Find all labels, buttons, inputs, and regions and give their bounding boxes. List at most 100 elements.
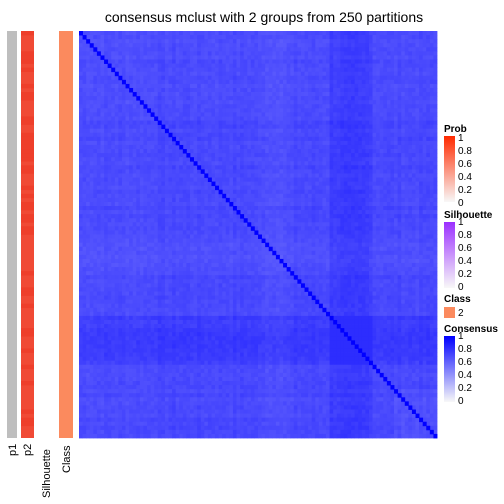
- heatmap-cell: [315, 165, 320, 170]
- heatmap-cell: [322, 132, 327, 138]
- heatmap-cell: [261, 189, 266, 195]
- heatmap-cell: [118, 67, 123, 73]
- heatmap-cell: [197, 132, 202, 138]
- heatmap-cell: [268, 100, 273, 105]
- heatmap-cell: [197, 112, 202, 117]
- heatmap-cell: [300, 153, 305, 158]
- heatmap-cell: [304, 120, 309, 126]
- heatmap-cell: [182, 197, 187, 203]
- heatmap-cell: [179, 189, 184, 195]
- heatmap-cell: [429, 104, 434, 109]
- heatmap-cell: [258, 181, 262, 187]
- heatmap-cell: [411, 189, 416, 195]
- heatmap-cell: [279, 149, 284, 154]
- heatmap-cell: [139, 197, 144, 203]
- heatmap-cell: [107, 185, 112, 191]
- heatmap-cell: [232, 67, 237, 73]
- heatmap-cell: [304, 165, 309, 170]
- heatmap-cell: [93, 161, 98, 166]
- heatmap-cell: [121, 218, 126, 223]
- heatmap-cell: [429, 35, 434, 40]
- heatmap-cell: [254, 153, 259, 158]
- heatmap-cell: [136, 79, 141, 85]
- heatmap-cell: [129, 35, 134, 40]
- heatmap-cell: [125, 197, 130, 203]
- heatmap-cell: [268, 104, 273, 109]
- heatmap-cell: [222, 132, 227, 138]
- heatmap-cell: [426, 124, 431, 130]
- heatmap-cell: [139, 43, 144, 48]
- heatmap-cell: [261, 71, 266, 77]
- heatmap-cell: [304, 92, 309, 97]
- heatmap-cell: [322, 108, 327, 113]
- heatmap-cell: [186, 124, 191, 130]
- heatmap-cell: [243, 120, 248, 126]
- heatmap-cell: [247, 169, 252, 174]
- heatmap-cell: [111, 39, 116, 44]
- heatmap-cell: [150, 100, 155, 105]
- heatmap-cell: [415, 189, 420, 195]
- heatmap-cell: [365, 165, 370, 170]
- heatmap-cell: [222, 185, 227, 191]
- heatmap-cell: [189, 35, 194, 40]
- heatmap-cell: [250, 132, 255, 138]
- heatmap-cell: [100, 87, 105, 93]
- heatmap-cell: [275, 120, 280, 126]
- heatmap-cell: [150, 116, 155, 121]
- heatmap-cell: [114, 165, 119, 170]
- heatmap-cell: [368, 92, 373, 97]
- heatmap-cell: [207, 136, 212, 142]
- heatmap-cell: [193, 92, 198, 97]
- heatmap-cell: [132, 136, 137, 142]
- heatmap-cell: [250, 55, 255, 60]
- heatmap-cell: [354, 55, 359, 60]
- heatmap-cell: [168, 149, 173, 154]
- heatmap-cell: [308, 214, 313, 219]
- heatmap-cell: [268, 201, 273, 207]
- heatmap-cell: [336, 226, 341, 231]
- heatmap-cell: [386, 104, 391, 109]
- heatmap-cell: [136, 210, 141, 215]
- heatmap-cell: [179, 165, 184, 170]
- heatmap-cell: [147, 185, 151, 191]
- heatmap-cell: [197, 116, 202, 121]
- heatmap-cell: [179, 104, 184, 109]
- heatmap-cell: [179, 100, 184, 105]
- heatmap-cell: [96, 104, 101, 109]
- heatmap-cell: [204, 140, 209, 146]
- heatmap-cell: [154, 144, 159, 150]
- heatmap-cell: [82, 210, 87, 215]
- heatmap-cell: [215, 132, 220, 138]
- heatmap-cell: [304, 75, 309, 81]
- heatmap-cell: [96, 222, 101, 227]
- heatmap-cell: [347, 51, 352, 56]
- heatmap-cell: [283, 116, 288, 121]
- heatmap-cell: [258, 161, 262, 166]
- heatmap-cell: [283, 55, 288, 60]
- heatmap-cell: [96, 43, 101, 48]
- heatmap-cell: [118, 39, 123, 44]
- heatmap-cell: [82, 92, 87, 97]
- heatmap-cell: [304, 116, 309, 121]
- heatmap-cell: [247, 59, 252, 64]
- heatmap-cell: [179, 197, 184, 203]
- heatmap-cell: [236, 92, 241, 97]
- heatmap-cell: [240, 120, 245, 126]
- heatmap-cell: [240, 161, 245, 166]
- heatmap-cell: [358, 100, 363, 105]
- heatmap-cell: [200, 96, 205, 101]
- heatmap-cell: [168, 214, 173, 219]
- heatmap-cell: [218, 206, 223, 211]
- heatmap-cell: [168, 210, 173, 215]
- heatmap-cell: [157, 43, 162, 48]
- p2-cell: [21, 287, 34, 292]
- heatmap-cell: [372, 181, 377, 187]
- heatmap-cell: [404, 189, 409, 195]
- heatmap-cell: [86, 153, 91, 158]
- heatmap-cell: [347, 177, 352, 182]
- heatmap-cell: [82, 43, 87, 48]
- heatmap-cell: [129, 201, 134, 207]
- heatmap-cell: [411, 75, 416, 81]
- p2-cell: [21, 218, 34, 223]
- heatmap-cell: [250, 39, 255, 44]
